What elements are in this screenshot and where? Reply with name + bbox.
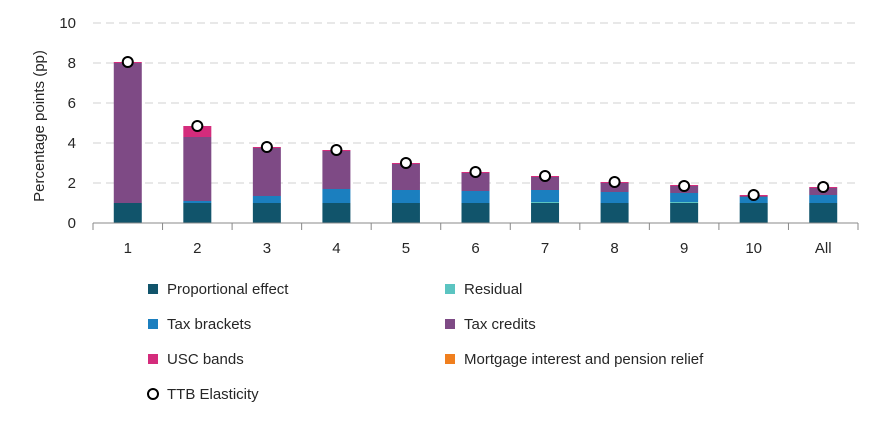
legend-label-ttb-elasticity: TTB Elasticity <box>167 386 259 403</box>
x-tick-label: All <box>815 240 832 257</box>
legend-label-proportional-effect: Proportional effect <box>167 281 289 298</box>
bar-segment-residual <box>531 202 560 203</box>
x-tick-label: 4 <box>332 240 340 257</box>
bar-segment-proportional-effect <box>739 203 768 223</box>
bar-segment-tax-credits <box>113 63 142 203</box>
y-tick-label: 0 <box>68 215 76 232</box>
legend-swatch-proportional-effect <box>148 284 158 294</box>
bar-segment-tax-credits <box>531 177 560 190</box>
ttb-elasticity-marker <box>817 181 830 193</box>
legend-label-tax-credits: Tax credits <box>464 316 536 333</box>
x-tick-label: 6 <box>471 240 479 257</box>
bar-segment-tax-credits <box>252 148 281 196</box>
elasticity-markers <box>121 56 830 201</box>
y-tick-label: 6 <box>68 95 76 112</box>
x-tick-label: 7 <box>541 240 549 257</box>
bar-segment-tax-brackets <box>531 190 560 202</box>
bar-segment-proportional-effect <box>113 203 142 223</box>
ttb-elasticity-marker <box>608 176 621 188</box>
y-tick-label: 4 <box>68 135 76 152</box>
ttb-elasticity-marker <box>747 189 760 201</box>
legend-swatch-ttb-elasticity <box>147 388 159 400</box>
x-tick-label: 8 <box>610 240 618 257</box>
bar-segment-tax-brackets <box>670 193 699 202</box>
x-tick-label: 3 <box>263 240 271 257</box>
ttb-elasticity-marker <box>121 56 134 68</box>
bar-segment-tax-credits <box>461 173 490 191</box>
y-axis-label: Percentage points (pp) <box>31 50 48 202</box>
y-tick-label: 8 <box>68 55 76 72</box>
ttb-elasticity-marker <box>539 170 552 182</box>
ttb-elasticity-marker <box>399 157 412 169</box>
bar-segment-proportional-effect <box>391 203 420 223</box>
bar-segment-residual <box>670 202 699 203</box>
bar-segment-proportional-effect <box>809 203 838 223</box>
bar-segment-tax-brackets <box>252 196 281 203</box>
legend-label-mortgage-interest-and-pension-relief: Mortgage interest and pension relief <box>464 351 704 368</box>
x-tick-label: 9 <box>680 240 688 257</box>
bar-segment-tax-brackets <box>809 195 838 203</box>
legend-label-usc-bands: USC bands <box>167 351 244 368</box>
x-tick-label: 5 <box>402 240 410 257</box>
x-tick-label: 2 <box>193 240 201 257</box>
bar-segment-tax-brackets <box>391 190 420 203</box>
bar-segment-tax-brackets <box>183 201 212 203</box>
legend-label-residual: Residual <box>464 281 522 298</box>
bar-segment-tax-credits <box>322 151 351 189</box>
ttb-elasticity-marker <box>678 180 691 192</box>
ttb-elasticity-marker <box>330 144 343 156</box>
legend-swatch-mortgage-interest-and-pension-relief <box>445 354 455 364</box>
x-tick-label: 1 <box>124 240 132 257</box>
bar-segment-proportional-effect <box>670 203 699 223</box>
ttb-elasticity-marker <box>260 141 273 153</box>
ttb-elasticity-marker <box>191 120 204 132</box>
legend: Proportional effect Residual Tax brackets T… <box>147 281 704 403</box>
bar-segment-proportional-effect <box>183 203 212 223</box>
legend-swatch-residual <box>445 284 455 294</box>
ttb-elasticity-marker <box>469 166 482 178</box>
legend-label-tax-brackets: Tax brackets <box>167 316 251 333</box>
legend-swatch-tax-credits <box>445 319 455 329</box>
y-tick-label: 10 <box>59 15 76 32</box>
legend-swatch-usc-bands <box>148 354 158 364</box>
x-tick-label: 10 <box>745 240 762 257</box>
bar-segment-tax-credits <box>183 137 212 201</box>
y-tick-label: 2 <box>68 175 76 192</box>
bar-segment-proportional-effect <box>531 203 560 223</box>
bar-segment-proportional-effect <box>600 203 629 223</box>
legend-swatch-tax-brackets <box>148 319 158 329</box>
bar-segment-proportional-effect <box>461 203 490 223</box>
bar-segment-proportional-effect <box>322 203 351 223</box>
bar-segment-tax-brackets <box>322 189 351 203</box>
bar-segment-tax-brackets <box>600 192 629 203</box>
bar-segment-tax-brackets <box>461 191 490 203</box>
bar-segment-proportional-effect <box>252 203 281 223</box>
